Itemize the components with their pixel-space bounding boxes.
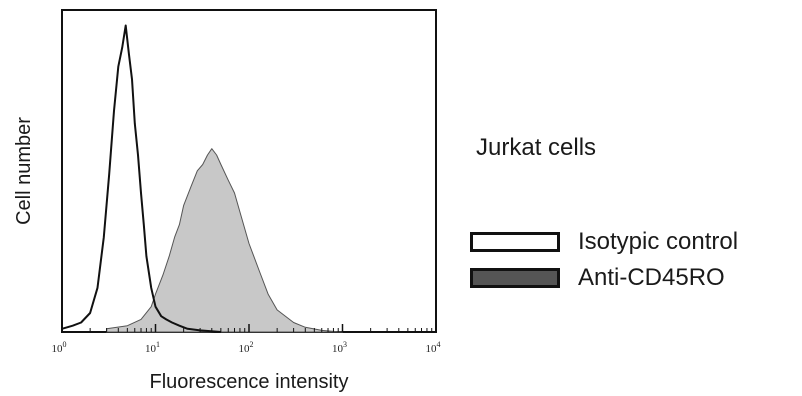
x-tick-label: 102 — [239, 340, 254, 355]
legend-label: Isotypic control — [578, 228, 739, 255]
legend-item-isotypic-control: Isotypic control — [470, 228, 738, 256]
legend-label: Anti-CD45RO — [578, 264, 725, 291]
x-tick-label: 100 — [52, 340, 67, 355]
series-anti-cd45ro-trace — [106, 148, 343, 333]
x-axis-title: Fluorescence intensity — [150, 371, 349, 393]
y-axis-title: Cell number — [13, 117, 35, 225]
legend-swatch-outline — [470, 232, 560, 252]
series-isotypic-control-trace — [61, 24, 221, 333]
x-axis-ticks: 100 101 102 103 104 — [52, 324, 441, 355]
x-tick-label: 101 — [145, 340, 160, 355]
chart-title: Jurkat cells — [476, 134, 597, 161]
legend-item-anti-cd45ro: Anti-CD45RO — [470, 264, 725, 292]
x-tick-label: 103 — [332, 340, 347, 355]
x-tick-label: 104 — [426, 340, 441, 355]
series-layer — [61, 24, 343, 333]
legend-swatch-filled — [470, 268, 560, 288]
